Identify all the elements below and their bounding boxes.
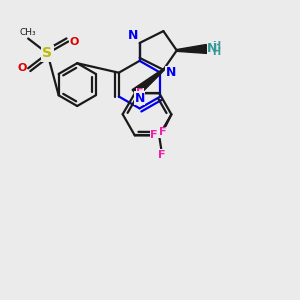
Text: CH₃: CH₃ (20, 28, 37, 37)
Polygon shape (177, 44, 207, 53)
Text: F: F (150, 130, 158, 140)
Text: H: H (212, 47, 220, 57)
Text: N: N (166, 66, 176, 79)
Text: N: N (207, 42, 217, 56)
Text: H: H (212, 41, 220, 51)
Text: F: F (159, 127, 166, 137)
Polygon shape (132, 69, 164, 97)
Text: F: F (158, 150, 166, 160)
Text: O: O (17, 63, 27, 73)
Text: F: F (136, 88, 144, 98)
Text: S: S (43, 46, 52, 60)
Text: N: N (134, 92, 145, 105)
Text: N: N (128, 28, 138, 41)
Text: O: O (70, 37, 79, 46)
